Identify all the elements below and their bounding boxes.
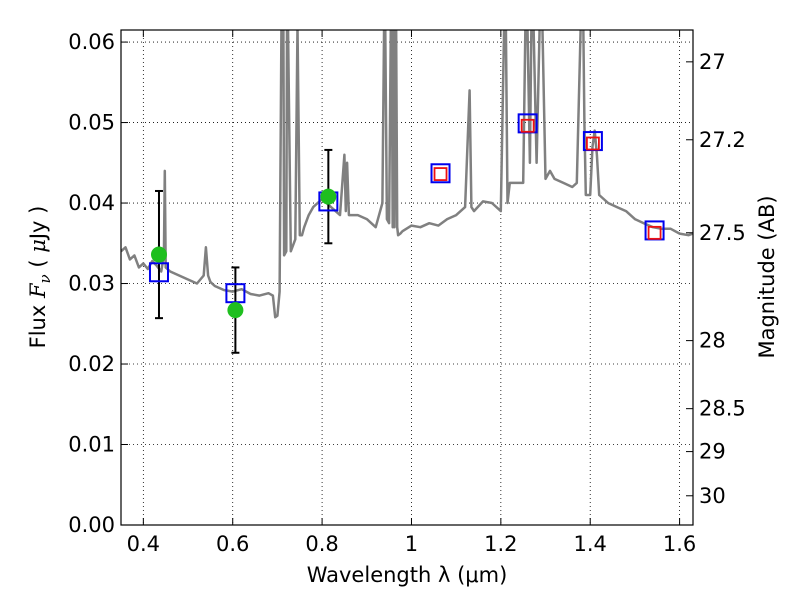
right-tick-label: 27: [699, 50, 726, 74]
y-tick-label: 0.03: [68, 272, 115, 296]
observed-point: [320, 188, 337, 205]
y-tick-label: 0.05: [68, 111, 115, 135]
right-tick-label: 27.2: [699, 128, 746, 152]
model-spectrum-line: [121, 30, 693, 319]
observed-point: [227, 302, 244, 319]
markers-group: [148, 113, 665, 354]
model-photometry-box: [148, 262, 169, 283]
right-tick-label: 30: [699, 484, 726, 508]
y-axis-label-left: Flux Fν ( μJy ): [26, 206, 54, 349]
y-tick-label: 0.01: [68, 433, 115, 457]
right-tick-label: 28: [699, 329, 726, 353]
x-tick-label: 1.4: [574, 532, 607, 556]
plot-frame: [120, 29, 694, 526]
right-tick-label: 27.5: [699, 221, 746, 245]
prediction-box: [433, 167, 448, 181]
ticks: 0.4 0.6 0.8 1 1.2 1.4 1.6 0.00 0.01 0.02 0.03 0.04 0…: [68, 30, 746, 556]
y-tick-label: 0.06: [68, 30, 115, 54]
model-curve-group: [121, 30, 693, 319]
observed-point: [150, 246, 167, 263]
grid: [121, 30, 693, 526]
y-tick-label: 0.00: [68, 513, 115, 537]
x-tick-label: 0.8: [305, 532, 338, 556]
right-tick-label: 29: [699, 440, 726, 464]
x-tick-label: 1.2: [484, 532, 517, 556]
x-tick-label: 1.6: [663, 532, 696, 556]
x-tick-label: 0.6: [216, 532, 249, 556]
x-axis-label: Wavelength λ (μm): [307, 563, 508, 587]
x-tick-label: 1: [405, 532, 418, 556]
y-axis-label-right: Magnitude (AB): [755, 195, 779, 358]
y-tick-label: 0.02: [68, 352, 115, 376]
right-tick-label: 28.5: [699, 397, 746, 421]
y-tick-label: 0.04: [68, 191, 115, 215]
model-photometry-box: [430, 163, 451, 184]
x-tick-label: 0.4: [127, 532, 160, 556]
prediction-box: [520, 118, 535, 133]
prediction-box: [647, 225, 662, 240]
prediction-box: [586, 136, 600, 151]
